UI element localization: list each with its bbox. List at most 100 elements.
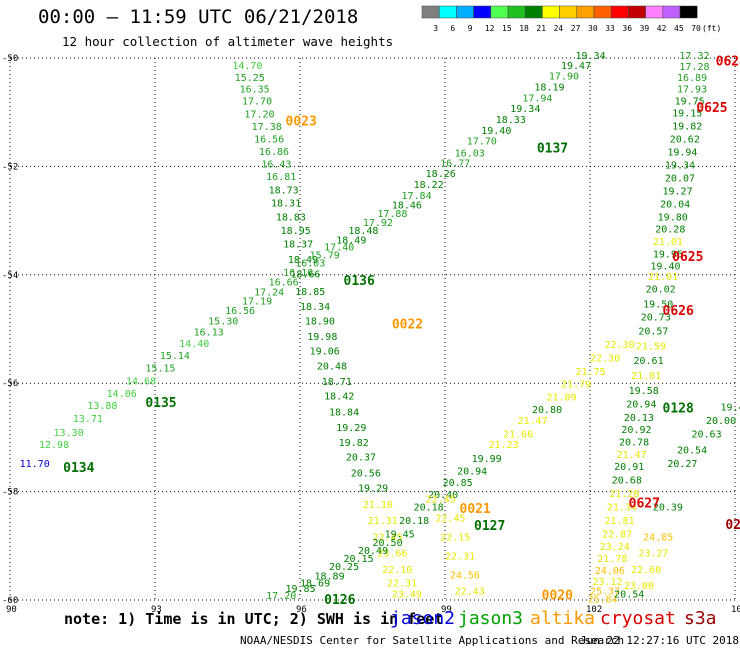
color-scale-unit: (ft) <box>702 24 721 33</box>
track-id-label: 0134 <box>63 461 94 476</box>
swh-value-point: 19.40 <box>481 126 511 137</box>
color-scale-swatch <box>645 5 664 19</box>
swh-value-point: 19.82 <box>672 122 702 133</box>
swh-value-point: 14.40 <box>179 339 209 350</box>
color-scale-swatch <box>456 5 474 19</box>
swh-value-point: 20.28 <box>655 225 685 236</box>
swh-value-point: 20.91 <box>614 462 644 473</box>
swh-value-point: 20.37 <box>346 453 376 464</box>
swh-value-point: 18.34 <box>300 302 330 313</box>
swh-value-point: 20.94 <box>626 400 656 411</box>
footer-timestamp: Jun 22 12:27:16 UTC 2018 <box>580 634 739 647</box>
swh-value-point: 22.31 <box>445 551 475 562</box>
x-tick-label: 99 <box>441 605 452 615</box>
grid-lines <box>9 57 736 601</box>
color-scale-swatch <box>593 5 612 19</box>
page-title: 00:00 – 11:59 UTC 06/21/2018 <box>38 6 359 28</box>
color-scale-label: 3 <box>433 24 438 33</box>
swh-value-point: 17.92 <box>363 218 393 229</box>
swh-value-point: 16.35 <box>240 85 270 96</box>
swh-value-point: 20.85 <box>443 478 473 489</box>
swh-value-point: 21.34 <box>607 503 637 514</box>
color-scale-label: 36 <box>622 24 632 33</box>
x-tick-label: 105 <box>731 605 740 615</box>
track-id-label: 0624 <box>716 55 740 70</box>
swh-value-point: 18.73 <box>269 186 299 197</box>
color-scale-label: 42 <box>657 24 667 33</box>
track-id-label: 0625 <box>672 250 703 265</box>
swh-value-point: 20.25 <box>329 562 359 573</box>
swh-value-point: 20.61 <box>634 356 664 367</box>
swh-value-point: 21.31 <box>368 516 398 527</box>
swh-value-point: 18.89 <box>315 571 345 582</box>
color-scale-swatch <box>662 5 681 19</box>
track-id-label: 0627 <box>629 496 660 511</box>
track-id-label: 0021 <box>460 502 491 517</box>
swh-value-point: 19.40 <box>650 261 680 272</box>
swh-value-point: 17.40 <box>324 242 354 253</box>
color-scale-swatch <box>490 5 509 19</box>
swh-value-point: 11.70 <box>20 459 50 470</box>
color-scale-swatch <box>576 5 595 19</box>
swh-value-point: 20.40 <box>428 490 458 501</box>
swh-value-point: 16.89 <box>677 73 707 84</box>
swh-value-point: 16.66 <box>269 278 299 289</box>
track-labels: 0624 0625 0023 0137 0625 0136 0626 0022 0135 0128… <box>63 55 740 608</box>
color-scale-swatch <box>524 5 543 19</box>
track-id-label: 0135 <box>145 396 176 411</box>
y-tick-label: -58 <box>2 488 18 498</box>
color-scale-label: 21 <box>536 24 546 33</box>
color-scale-swatch <box>438 5 457 19</box>
color-scale-swatch <box>421 5 440 19</box>
swh-value-point: 22.45 <box>426 494 456 505</box>
x-tick-label: 102 <box>586 605 602 615</box>
swh-value-point: 20.56 <box>351 468 381 479</box>
swh-value-point: 17.19 <box>242 297 272 308</box>
swh-value-point: 21.09 <box>547 393 577 404</box>
swh-value-point: 14.68 <box>126 376 156 387</box>
swh-value-point: 20.57 <box>638 326 668 337</box>
swh-value-point: 14.06 <box>107 389 137 400</box>
swh-value-point: 19.94 <box>667 148 697 159</box>
track-id-label: 0023 <box>286 114 317 129</box>
swh-value-point: 18.66 <box>290 270 320 281</box>
swh-value-point: 17.93 <box>677 85 707 96</box>
swh-value-point: 19.47 <box>561 61 591 72</box>
swh-value-point: 17.28 <box>679 62 709 73</box>
swh-value-point: 16.16 <box>283 268 313 279</box>
swh-value-point: 20.00 <box>706 416 736 427</box>
track-id-label: 0022 <box>392 318 423 333</box>
y-tick-label: -54 <box>2 271 18 281</box>
swh-value-point: 24.85 <box>643 532 673 543</box>
swh-value-point: 20.50 <box>373 538 403 549</box>
mission-label-cryosat: cryosat <box>600 608 676 629</box>
color-scale-swatch <box>679 5 698 19</box>
swh-value-point: 20.18 <box>399 516 429 527</box>
axis-ticks: 90 93 96 99 102 105 -50 -52 -54 -56 -58 -60 <box>2 54 740 615</box>
swh-value-point: 22.10 <box>382 565 412 576</box>
swh-value-point: 18.84 <box>329 408 359 419</box>
swh-value-point: 17.84 <box>402 191 432 202</box>
swh-value-point: 20.49 <box>358 546 388 557</box>
swh-value-point: 18.46 <box>392 201 422 212</box>
x-tick-label: 90 <box>6 605 17 615</box>
color-scale-label: 33 <box>605 24 615 33</box>
swh-value-point: 20.73 <box>641 312 671 323</box>
swh-value-point: 18.37 <box>283 240 313 251</box>
swh-value-point: 18.69 <box>300 578 330 589</box>
swh-value-point: 21.79 <box>561 380 591 391</box>
color-scale-label: 24 <box>554 24 564 33</box>
swh-value-point: 21.78 <box>597 554 627 565</box>
swh-value-point: 22.31 <box>387 578 417 589</box>
color-scale-label: 45 <box>674 24 684 33</box>
swh-value-point: 16.03 <box>295 259 325 270</box>
color-scale-label: 18 <box>519 24 529 33</box>
swh-points: 14.7015.2516.3517.7017.2017.3816.5616.86… <box>20 51 740 606</box>
swh-value-point: 19.06 <box>310 346 340 357</box>
color-scale-label: 12 <box>485 24 495 33</box>
swh-value-point: 19.15 <box>672 109 702 120</box>
track-id-label: 0128 <box>663 402 694 417</box>
swh-value-point: 20.27 <box>667 459 697 470</box>
swh-value-point: 20.68 <box>612 475 642 486</box>
track-id-label: 0137 <box>537 141 568 156</box>
